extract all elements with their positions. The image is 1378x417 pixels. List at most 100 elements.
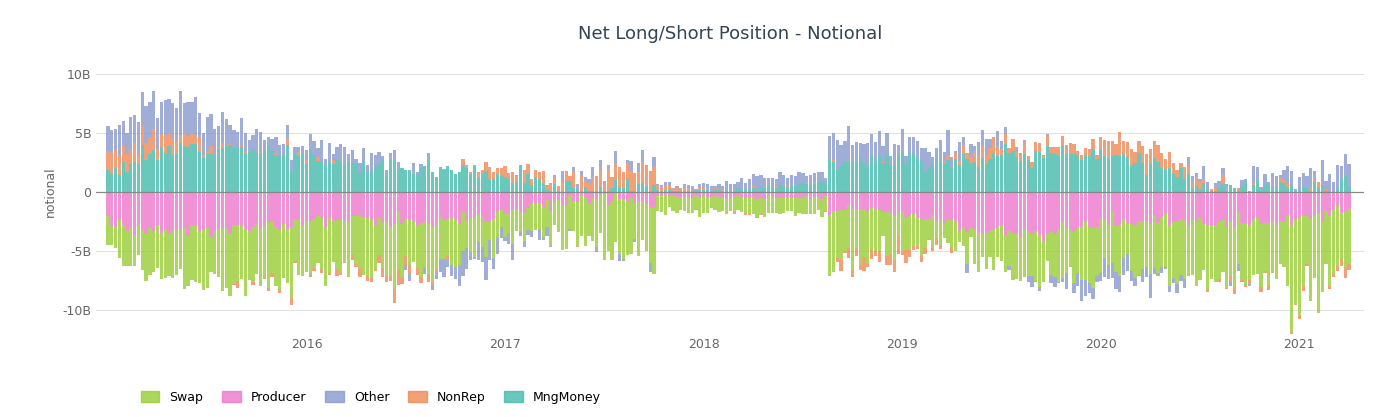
Bar bbox=[660, 192, 663, 196]
Bar bbox=[248, 152, 251, 192]
Bar bbox=[561, 205, 564, 250]
Bar bbox=[233, 192, 236, 225]
Bar bbox=[652, 208, 656, 274]
Bar bbox=[496, 168, 499, 174]
Bar bbox=[1100, 219, 1102, 273]
Bar bbox=[615, 192, 617, 193]
Bar bbox=[1160, 192, 1163, 218]
Bar bbox=[591, 167, 594, 178]
Bar bbox=[774, 192, 777, 198]
Bar bbox=[966, 264, 969, 273]
Bar bbox=[916, 157, 919, 192]
Bar bbox=[190, 192, 193, 225]
Bar bbox=[205, 151, 209, 154]
Bar bbox=[664, 186, 667, 190]
Bar bbox=[1141, 146, 1144, 163]
Bar bbox=[531, 185, 533, 192]
Bar bbox=[240, 147, 243, 192]
Bar bbox=[1091, 138, 1094, 149]
Bar bbox=[1061, 222, 1064, 278]
Bar bbox=[278, 145, 281, 156]
Bar bbox=[205, 228, 209, 288]
Bar bbox=[1156, 162, 1160, 192]
Bar bbox=[686, 188, 690, 191]
Bar bbox=[1221, 192, 1225, 220]
Bar bbox=[1042, 158, 1045, 192]
Bar bbox=[1335, 192, 1339, 206]
Bar bbox=[1050, 232, 1053, 275]
Bar bbox=[1016, 147, 1018, 151]
Bar bbox=[686, 192, 690, 198]
Bar bbox=[621, 259, 626, 261]
Bar bbox=[671, 196, 675, 211]
Bar bbox=[934, 148, 938, 158]
Bar bbox=[621, 188, 626, 192]
Bar bbox=[515, 210, 518, 231]
Bar bbox=[557, 200, 559, 232]
Bar bbox=[850, 145, 854, 161]
Bar bbox=[874, 192, 876, 210]
Bar bbox=[1199, 192, 1202, 218]
Bar bbox=[656, 190, 660, 192]
Bar bbox=[171, 230, 175, 279]
Bar bbox=[298, 156, 300, 192]
Bar bbox=[141, 125, 143, 145]
Bar bbox=[1038, 192, 1042, 235]
Bar bbox=[1206, 192, 1210, 226]
Bar bbox=[546, 190, 548, 192]
Bar bbox=[1003, 144, 1007, 192]
Bar bbox=[897, 192, 900, 213]
Bar bbox=[843, 162, 846, 192]
Bar bbox=[1344, 176, 1346, 192]
Bar bbox=[805, 196, 809, 214]
Bar bbox=[1248, 191, 1251, 192]
Bar bbox=[1149, 274, 1152, 298]
Bar bbox=[488, 192, 492, 221]
Bar bbox=[401, 192, 404, 224]
Bar bbox=[634, 192, 637, 203]
Bar bbox=[710, 186, 712, 191]
Bar bbox=[1011, 151, 1014, 192]
Bar bbox=[214, 156, 216, 192]
Bar bbox=[416, 192, 419, 225]
Bar bbox=[565, 192, 568, 206]
Bar bbox=[300, 146, 305, 154]
Bar bbox=[354, 216, 358, 264]
Bar bbox=[438, 192, 442, 217]
Bar bbox=[832, 162, 835, 192]
Bar bbox=[1076, 192, 1079, 228]
Bar bbox=[1191, 220, 1193, 275]
Bar bbox=[1301, 188, 1305, 192]
Bar bbox=[832, 211, 835, 271]
Bar bbox=[568, 181, 572, 192]
Bar bbox=[561, 182, 564, 191]
Bar bbox=[393, 150, 395, 159]
Bar bbox=[813, 184, 816, 192]
Bar bbox=[1084, 148, 1087, 156]
Bar bbox=[282, 192, 285, 224]
Bar bbox=[1102, 156, 1107, 192]
Bar bbox=[518, 231, 522, 236]
Bar bbox=[1156, 145, 1160, 162]
Bar bbox=[542, 237, 544, 240]
Bar bbox=[1115, 156, 1118, 192]
Bar bbox=[768, 178, 770, 186]
Bar bbox=[404, 265, 408, 270]
Bar bbox=[649, 171, 652, 191]
Bar bbox=[343, 146, 346, 165]
Bar bbox=[1065, 145, 1068, 154]
Bar bbox=[156, 225, 160, 268]
Bar bbox=[701, 183, 706, 188]
Bar bbox=[171, 103, 175, 139]
Bar bbox=[1038, 235, 1042, 286]
Bar bbox=[850, 270, 854, 277]
Bar bbox=[382, 268, 384, 276]
Bar bbox=[401, 168, 404, 192]
Bar bbox=[550, 191, 553, 192]
Bar bbox=[289, 298, 294, 305]
Bar bbox=[1057, 229, 1060, 282]
Bar bbox=[526, 174, 529, 192]
Bar bbox=[1255, 192, 1259, 218]
Bar bbox=[382, 192, 384, 223]
Bar bbox=[298, 152, 300, 156]
